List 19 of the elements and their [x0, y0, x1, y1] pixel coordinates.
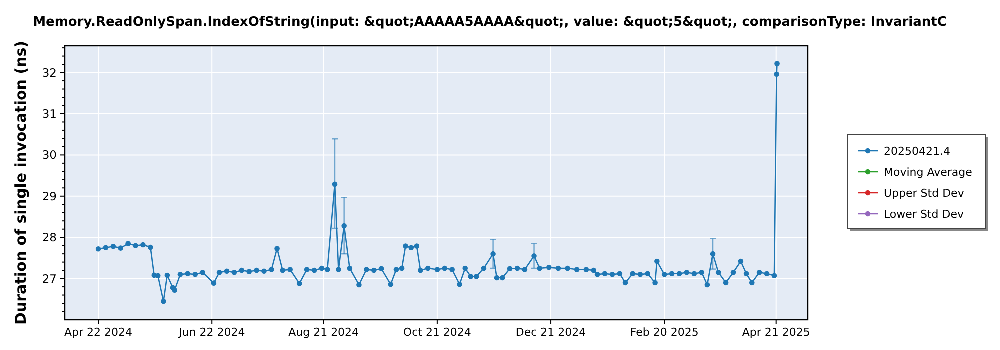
x-tick-label: Aug 21 2024: [288, 326, 360, 339]
x-tick-label: Oct 21 2024: [403, 326, 472, 339]
x-tick-label: Dec 21 2024: [516, 326, 586, 339]
y-tick-label: 30: [42, 148, 57, 162]
y-tick-label: 32: [42, 66, 57, 80]
chart-title: Memory.ReadOnlySpan.IndexOfString(input: &quot;AAAAA5AAAA&quot;, value: &quot;5&quot;, comparisonType: InvariantC: [33, 15, 947, 30]
y-tick-label: 29: [42, 189, 57, 204]
y-tick-label: 27: [42, 272, 57, 286]
y-tick-label: 31: [42, 107, 57, 122]
legend-label: Lower Std Dev: [884, 208, 964, 221]
x-tick-label: Feb 20 2025: [630, 326, 699, 339]
legend-label: 20250421.4: [884, 144, 950, 158]
x-tick-label: Jun 22 2024: [178, 326, 246, 339]
x-tick-label: Apr 21 2025: [742, 326, 810, 339]
y-tick-label: 28: [42, 230, 57, 245]
x-tick-label: Apr 22 2024: [64, 326, 133, 339]
legend-label: Moving Average: [884, 166, 973, 179]
legend-label: Upper Std Dev: [884, 186, 965, 200]
y-axis-title: Duration of single invocation (ns): [12, 41, 30, 325]
